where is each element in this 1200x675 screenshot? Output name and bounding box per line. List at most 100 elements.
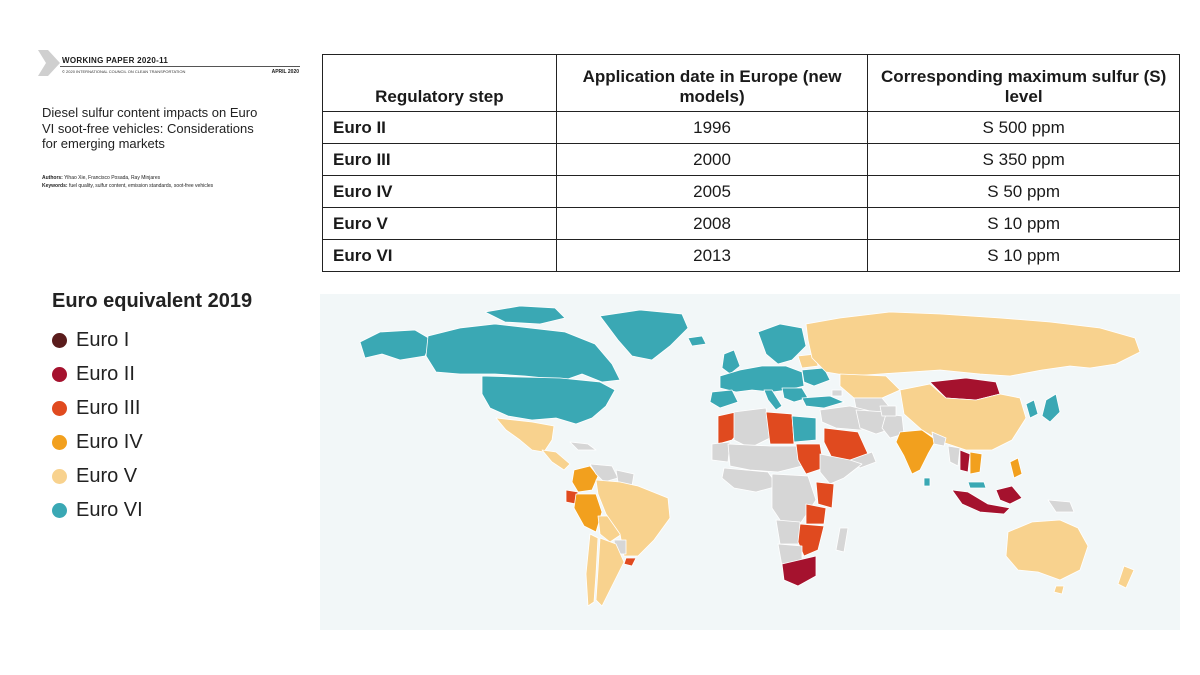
paper-organization: © 2020 INTERNATIONAL COUNCIL ON CLEAN TR… xyxy=(62,69,186,74)
region-pakistan xyxy=(881,413,905,439)
table-header-row: Regulatory step Application date in Euro… xyxy=(322,54,1180,112)
regulatory-steps-table: Regulatory step Application date in Euro… xyxy=(322,54,1180,272)
table-row: Euro III 2000 S 350 ppm xyxy=(322,143,1180,176)
region-arctic-islands xyxy=(484,305,566,325)
legend-item-euro-ii: Euro II xyxy=(52,357,252,391)
cell-date: 2000 xyxy=(555,143,869,176)
region-australia xyxy=(1005,519,1089,581)
header-max-sulfur: Corresponding maximum sulfur (S) level xyxy=(867,54,1180,112)
legend-item-euro-i: Euro I xyxy=(52,323,252,357)
region-kenya xyxy=(815,481,835,509)
paper-cover-thumbnail: WORKING PAPER 2020-11 © 2020 INTERNATION… xyxy=(38,50,303,250)
legend-swatch xyxy=(52,400,67,416)
legend-swatch xyxy=(52,332,67,348)
region-png xyxy=(1047,499,1075,513)
map-legend: Euro equivalent 2019 Euro I Euro II Euro… xyxy=(52,290,252,527)
region-mexico xyxy=(495,417,555,453)
region-uk xyxy=(721,349,741,375)
region-venezuela xyxy=(589,463,619,483)
region-new-zealand xyxy=(1117,565,1135,589)
region-caucasus xyxy=(831,389,843,397)
region-thailand xyxy=(959,449,971,473)
legend-swatch xyxy=(52,468,67,484)
region-indonesia-east xyxy=(995,485,1023,505)
region-turkey xyxy=(801,395,845,409)
region-egypt xyxy=(791,415,817,443)
cell-step: Euro VI xyxy=(322,239,557,272)
region-india xyxy=(895,429,937,475)
legend-item-euro-iii: Euro III xyxy=(52,391,252,425)
region-peru xyxy=(573,493,603,533)
region-indonesia-west xyxy=(951,489,1011,515)
cell-step: Euro V xyxy=(322,207,557,240)
region-angola xyxy=(775,519,801,545)
cell-sulfur: S 50 ppm xyxy=(867,175,1180,208)
region-sahel xyxy=(727,443,803,473)
cell-date: 2008 xyxy=(555,207,869,240)
region-usa xyxy=(481,375,616,425)
region-chile xyxy=(585,533,599,607)
header-regulatory-step: Regulatory step xyxy=(322,54,557,112)
region-sudan xyxy=(795,443,825,475)
cell-step: Euro III xyxy=(322,143,557,176)
region-horn-of-africa xyxy=(819,453,863,485)
region-sri-lanka xyxy=(923,477,931,487)
cell-sulfur: S 500 ppm xyxy=(867,111,1180,144)
region-argentina xyxy=(595,537,625,607)
paper-authors: Authors: Yihao Xie, Francisco Posada, Ra… xyxy=(42,175,161,181)
region-korea xyxy=(1025,399,1039,419)
cell-date: 2005 xyxy=(555,175,869,208)
region-tanzania xyxy=(805,503,827,525)
cell-sulfur: S 350 ppm xyxy=(867,143,1180,176)
legend-item-euro-iv: Euro IV xyxy=(52,425,252,459)
paper-label: WORKING PAPER 2020-11 xyxy=(62,56,169,65)
cell-date: 2013 xyxy=(555,239,869,272)
region-zambia-mozambique xyxy=(797,523,825,557)
region-scandinavia xyxy=(757,323,807,365)
cell-date: 1996 xyxy=(555,111,869,144)
paper-divider xyxy=(60,66,300,67)
region-kazakhstan xyxy=(839,373,901,399)
region-tasmania xyxy=(1053,585,1065,595)
legend-item-euro-v: Euro V xyxy=(52,459,252,493)
region-ukraine xyxy=(801,367,831,387)
region-alaska xyxy=(359,329,433,361)
region-afghanistan xyxy=(879,405,897,417)
table-row: Euro II 1996 S 500 ppm xyxy=(322,111,1180,144)
paper-title: Diesel sulfur content impacts on Euro VI… xyxy=(42,105,258,151)
table-row: Euro VI 2013 S 10 ppm xyxy=(322,239,1180,272)
region-libya xyxy=(765,411,795,445)
legend-item-euro-vi: Euro VI xyxy=(52,493,252,527)
world-map-svg xyxy=(359,305,1141,607)
region-japan xyxy=(1041,393,1061,423)
region-caribbean xyxy=(569,441,597,451)
region-balkans xyxy=(781,387,809,403)
table-row: Euro IV 2005 S 50 ppm xyxy=(322,175,1180,208)
region-canada xyxy=(425,323,621,383)
region-western-sahara xyxy=(711,441,731,463)
region-italy xyxy=(763,389,783,411)
region-algeria xyxy=(733,407,771,449)
legend-swatch xyxy=(52,502,67,518)
region-colombia xyxy=(571,465,599,493)
cell-step: Euro IV xyxy=(322,175,557,208)
paper-date: APRIL 2020 xyxy=(271,69,299,75)
region-greenland xyxy=(599,309,689,361)
header-application-date: Application date in Europe (new models) xyxy=(555,54,869,112)
working-paper-arrow-icon xyxy=(38,50,60,76)
cell-step: Euro II xyxy=(322,111,557,144)
world-map xyxy=(320,294,1180,630)
region-iceland xyxy=(687,335,707,347)
region-uruguay xyxy=(623,557,637,567)
region-malaysia xyxy=(967,481,987,489)
region-madagascar xyxy=(835,527,849,553)
region-philippines xyxy=(1009,457,1023,479)
region-myanmar xyxy=(947,445,961,467)
paper-keywords: Keywords: fuel quality, sulfur content, … xyxy=(42,183,214,189)
region-iberia xyxy=(709,389,739,409)
region-indochina xyxy=(969,451,983,475)
region-brazil xyxy=(595,479,671,557)
cell-sulfur: S 10 ppm xyxy=(867,239,1180,272)
region-central-america xyxy=(541,449,571,471)
legend-title: Euro equivalent 2019 xyxy=(52,290,253,312)
